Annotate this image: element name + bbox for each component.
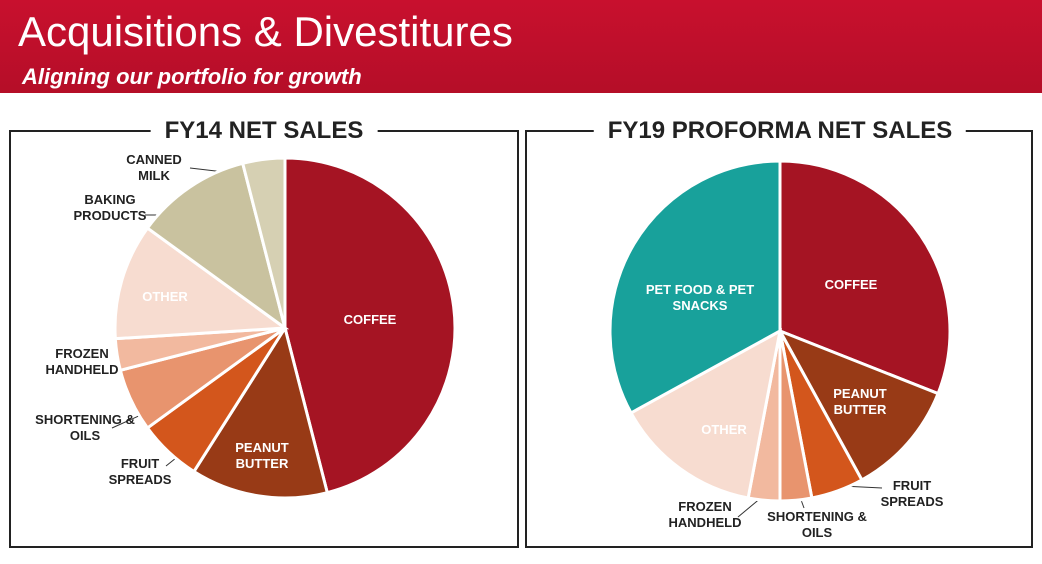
slice-label: OTHER [701, 422, 747, 437]
slice-label: BAKING PRODUCTS [73, 192, 147, 223]
slice-label: CANNED MILK [126, 152, 182, 183]
slice-label: SHORTENING & OILS [35, 412, 135, 443]
slice-label: PET FOOD & PET SNACKS [645, 282, 755, 313]
chart-title: FY14 NET SALES [150, 117, 378, 145]
pie-slice [240, 156, 287, 329]
pie-slice [191, 324, 330, 500]
slice-label: FRUIT SPREADS [880, 478, 944, 509]
chart-title: FY19 PROFORMA NET SALES [593, 117, 967, 145]
pie-slice [283, 156, 457, 495]
slide-title: Acquisitions & Divestitures [18, 8, 513, 55]
slice-label: PEANUT BUTTER [833, 386, 887, 417]
slice-label: SHORTENING & OILS [767, 509, 867, 540]
pie-slice [778, 159, 952, 396]
slice-label: COFFEE [824, 277, 878, 292]
slice-label: FROZEN HANDHELD [668, 499, 742, 530]
pie-slice [628, 328, 783, 500]
slice-label: COFFEE [343, 312, 397, 327]
pie-slice [145, 161, 288, 332]
header-band: Acquisitions & Divestitures Aligning our… [0, 0, 1042, 93]
slice-label: OTHER [142, 289, 188, 304]
pie-slice [776, 328, 941, 483]
slide-subtitle: Aligning our portfolio for growth [22, 64, 362, 89]
slice-label: FROZEN HANDHELD [45, 346, 119, 377]
pie-slice [113, 225, 290, 341]
pie-slice [608, 159, 782, 415]
slice-label: PEANUT BUTTER [235, 440, 289, 471]
slice-label: FRUIT SPREADS [108, 456, 172, 487]
